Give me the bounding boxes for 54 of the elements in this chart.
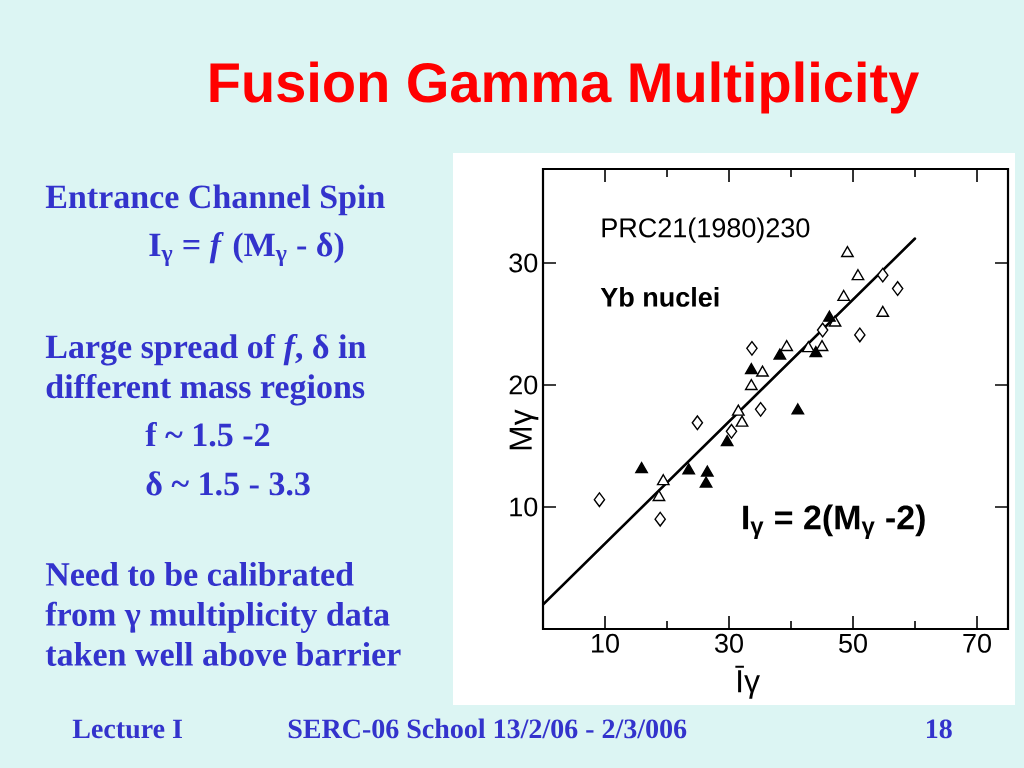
point	[691, 415, 704, 431]
point	[746, 340, 758, 356]
text: SERC-06 School 13/2/06 - 2/3/006	[288, 718, 687, 739]
text: δ ~ 1.5 - 3.3	[146, 471, 310, 496]
point	[735, 415, 749, 427]
point	[780, 339, 794, 352]
text: f ~ 1.5 -2	[145, 422, 270, 447]
y-tick-label: 20	[509, 375, 538, 395]
point	[815, 339, 829, 352]
annotation: PRC21(1980)230	[602, 217, 810, 243]
text: 18	[926, 719, 952, 739]
point	[744, 363, 758, 375]
text: Lecture I	[72, 719, 182, 739]
text: I$_{γ}$ = f (M$_{γ}$ - δ)	[149, 232, 344, 267]
point	[699, 476, 713, 488]
x-tick-label: 50	[839, 633, 867, 653]
point	[791, 403, 805, 415]
point	[725, 423, 738, 439]
point	[654, 511, 666, 527]
x-tick-label: 70	[963, 633, 991, 653]
point	[851, 269, 865, 281]
point	[731, 404, 745, 416]
x-tick-label: 10	[592, 633, 619, 653]
x-tick-label: 30	[715, 633, 743, 653]
point	[700, 465, 714, 477]
point	[754, 401, 767, 417]
x-axis-title: Īγ	[735, 665, 760, 699]
annotation: Yb nuclei	[600, 286, 719, 307]
point	[744, 378, 758, 391]
point	[823, 310, 836, 322]
point	[652, 489, 666, 502]
text: Entrance Channel Spin	[45, 184, 385, 216]
chart-title: Fusion Gamma Multiplicity	[210, 61, 919, 114]
annotation: I$_{γ}$ = 2(M$_{γ}$ -2)	[743, 504, 925, 540]
point	[682, 463, 696, 475]
point	[809, 345, 823, 358]
point	[593, 492, 606, 508]
point	[635, 461, 648, 474]
y-axis-title: Mγ	[509, 409, 539, 450]
point	[837, 289, 851, 302]
point	[756, 365, 769, 377]
text: Need to be calibrated from γ multiplicity data taken well above barrier	[45, 562, 401, 666]
point	[656, 474, 670, 486]
point	[876, 305, 890, 317]
y-tick-label: 10	[510, 497, 538, 517]
point	[773, 348, 787, 360]
point	[816, 322, 829, 338]
y-tick-label: 30	[509, 253, 538, 273]
point	[720, 435, 734, 447]
point	[891, 281, 904, 297]
point	[854, 327, 866, 343]
point	[876, 267, 889, 283]
point	[841, 245, 854, 258]
point	[801, 341, 815, 353]
